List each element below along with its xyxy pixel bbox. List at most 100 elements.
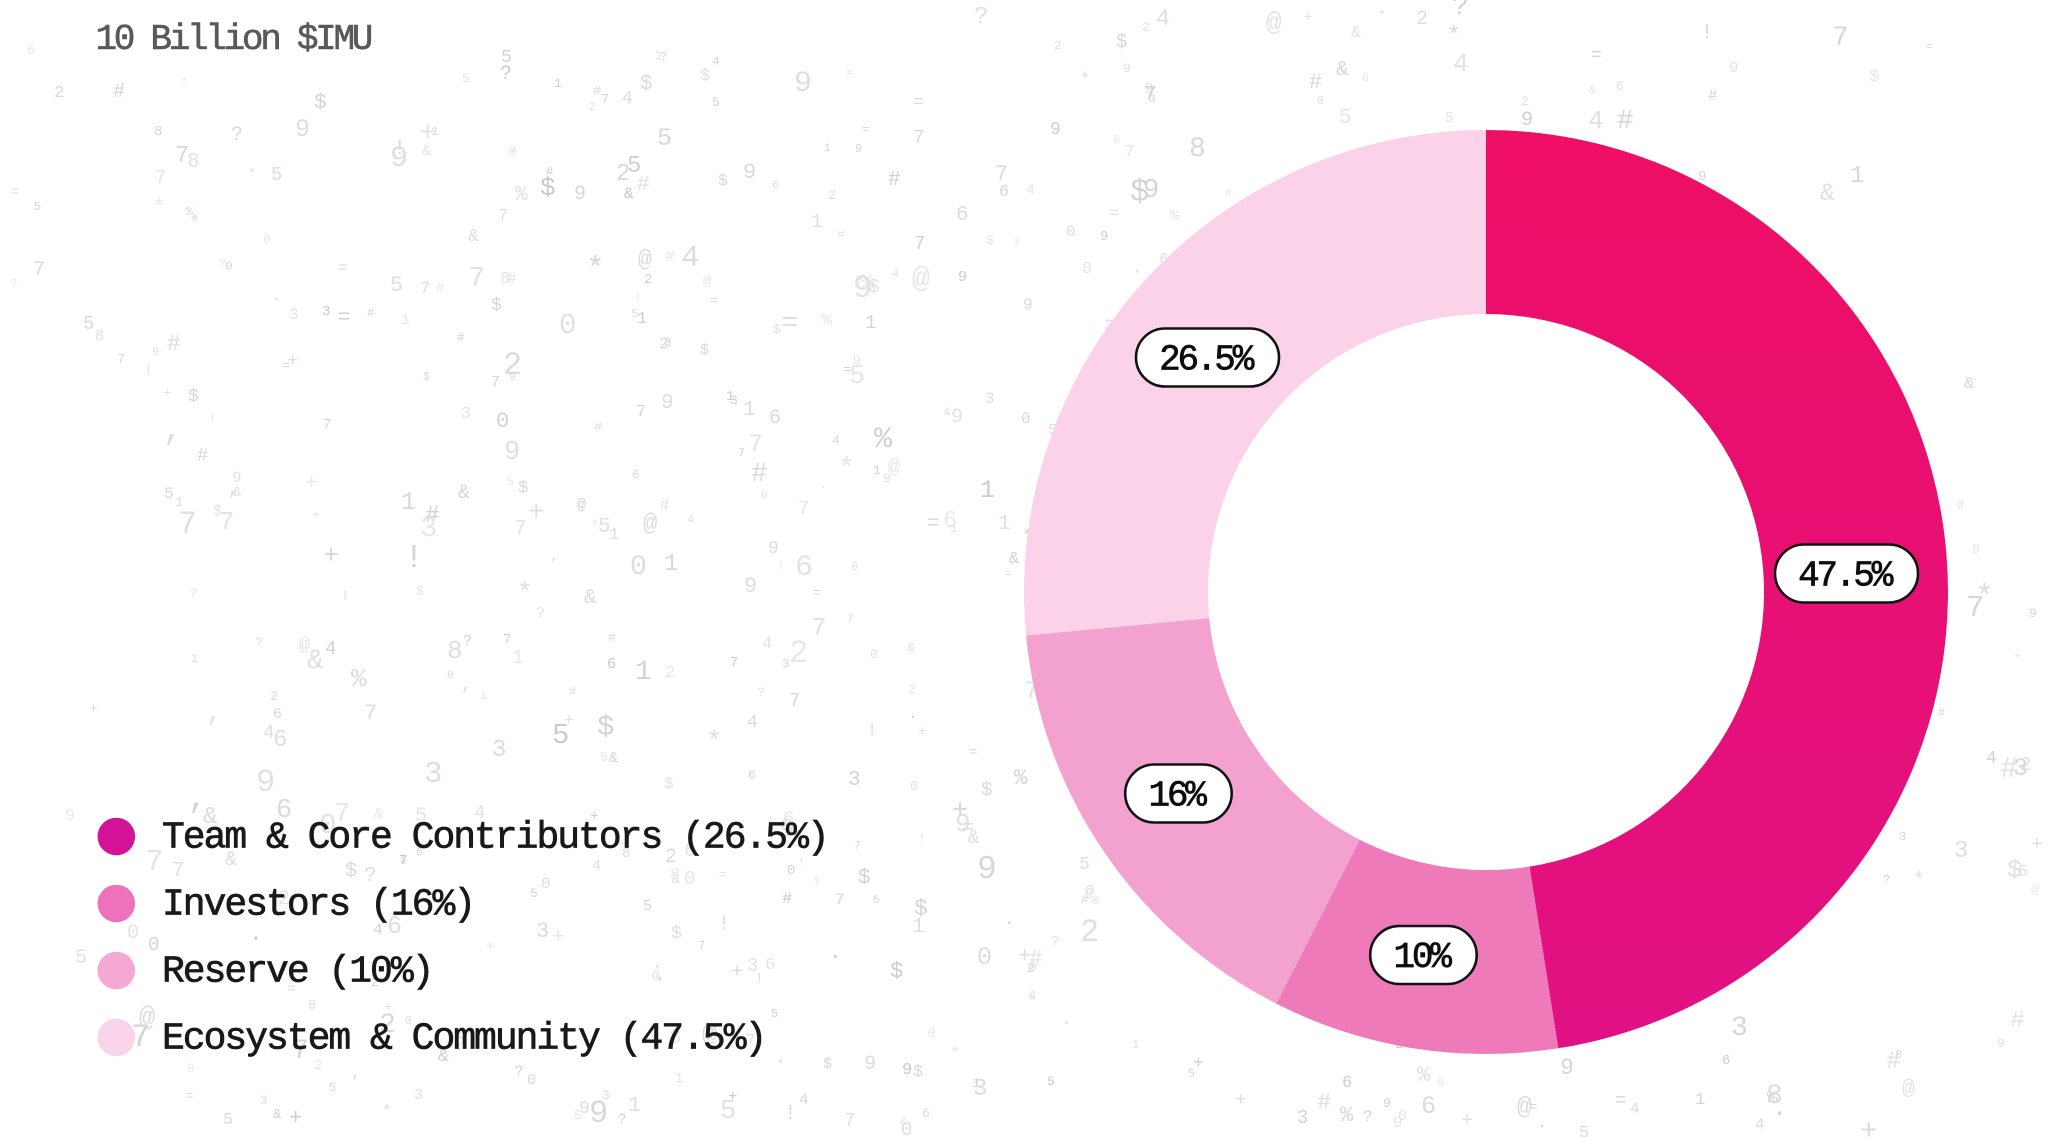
svg-text:1: 1 [912, 916, 925, 939]
svg-text:&: & [1336, 59, 1349, 82]
svg-text:0: 0 [761, 490, 768, 502]
svg-text:0: 0 [1317, 96, 1324, 108]
svg-text:9: 9 [977, 851, 997, 888]
svg-text:2: 2 [2020, 754, 2031, 776]
svg-text:7: 7 [1144, 84, 1157, 107]
svg-text:=: = [710, 293, 718, 308]
svg-text:0: 0 [977, 943, 992, 972]
svg-text:6: 6 [1616, 79, 1624, 94]
svg-text:7: 7 [145, 845, 164, 880]
svg-text:?: ? [514, 1063, 524, 1081]
svg-text:?: ? [660, 50, 667, 64]
svg-text:3: 3 [424, 757, 443, 792]
svg-text:5: 5 [1048, 422, 1057, 439]
svg-text:$: $ [890, 959, 903, 984]
svg-text:=: = [913, 93, 924, 113]
svg-text:1: 1 [191, 652, 198, 666]
svg-text:6: 6 [1722, 1053, 1730, 1069]
svg-text:+: + [1461, 1110, 1473, 1133]
svg-text:&: & [203, 804, 217, 831]
svg-text:@: @ [638, 247, 652, 273]
svg-text:9: 9 [883, 471, 891, 486]
svg-text:9: 9 [187, 1061, 195, 1076]
svg-text:!: ! [784, 1103, 797, 1126]
svg-text:+: + [383, 1100, 391, 1115]
svg-text:.: . [1060, 1008, 1073, 1031]
svg-text:!: ! [144, 363, 153, 380]
svg-text:1: 1 [175, 495, 183, 511]
svg-text:0: 0 [910, 779, 918, 795]
svg-text:1: 1 [675, 1071, 683, 1087]
svg-text:7: 7 [334, 800, 350, 830]
svg-text:3: 3 [602, 1088, 610, 1103]
svg-text:&: & [1351, 24, 1361, 43]
svg-text:*: * [1134, 269, 1141, 281]
svg-text:7: 7 [747, 1032, 755, 1048]
svg-text:,: , [655, 958, 662, 970]
svg-text:!: ! [341, 589, 349, 605]
svg-text:+: + [951, 1042, 959, 1057]
svg-text:&: & [233, 485, 242, 501]
svg-text:2: 2 [589, 102, 596, 114]
svg-text:8: 8 [622, 846, 630, 862]
svg-text:0: 0 [1895, 1048, 1902, 1062]
svg-text:1: 1 [726, 389, 734, 405]
svg-text:4: 4 [592, 858, 601, 875]
svg-text:8: 8 [1189, 134, 1206, 165]
svg-text:+: + [163, 386, 171, 402]
svg-text:!: ! [1701, 22, 1713, 45]
svg-text:2: 2 [908, 682, 916, 697]
svg-text:#: # [751, 459, 768, 490]
svg-text:#: # [593, 84, 601, 100]
svg-text:4: 4 [1156, 6, 1170, 32]
svg-text:$: $ [423, 370, 430, 384]
svg-text:6: 6 [1362, 71, 1369, 85]
svg-text:6: 6 [273, 706, 282, 723]
svg-text:+: + [1018, 944, 1031, 969]
svg-text:9: 9 [504, 438, 520, 468]
svg-text:?: ? [219, 259, 226, 271]
svg-text:7: 7 [364, 701, 377, 726]
svg-text:5: 5 [598, 516, 611, 539]
svg-text:1: 1 [554, 76, 562, 91]
svg-text:6: 6 [1421, 1092, 1436, 1121]
svg-text:=: = [338, 307, 351, 330]
svg-text:&: & [1029, 989, 1036, 1003]
svg-text:1: 1 [998, 513, 1011, 536]
svg-text:&: & [1589, 83, 1596, 97]
svg-text:0: 0 [509, 145, 516, 159]
svg-text:2: 2 [789, 635, 808, 672]
svg-text:&: & [968, 827, 979, 849]
svg-text:3: 3 [1954, 838, 1968, 865]
svg-text:8: 8 [95, 328, 104, 345]
svg-text:2: 2 [270, 689, 278, 704]
svg-text:4: 4 [1588, 106, 1604, 136]
svg-text:7: 7 [1013, 238, 1020, 250]
svg-text:$: $ [671, 924, 682, 944]
svg-text:7: 7 [995, 162, 1008, 187]
svg-text:#: # [457, 330, 465, 345]
svg-text:@: @ [1957, 500, 1964, 512]
svg-text:$: $ [981, 779, 992, 801]
svg-text:$: $ [1116, 31, 1127, 53]
svg-text:1: 1 [873, 463, 881, 478]
svg-text:5: 5 [223, 1111, 233, 1130]
svg-text:?: ? [536, 605, 545, 622]
svg-text:5: 5 [530, 886, 538, 901]
svg-text:9: 9 [232, 469, 242, 487]
svg-text:1: 1 [609, 526, 619, 545]
svg-text:#: # [367, 306, 374, 320]
svg-text:=: = [1615, 1090, 1626, 1112]
svg-text:5: 5 [600, 750, 608, 765]
svg-text:1: 1 [950, 522, 957, 536]
svg-text:@: @ [299, 636, 310, 656]
svg-text:5: 5 [873, 895, 880, 907]
svg-text:$: $ [400, 855, 407, 867]
svg-text:5: 5 [2018, 863, 2028, 882]
svg-text:7: 7 [1966, 591, 1985, 626]
svg-text:$: $ [213, 503, 222, 520]
svg-text:7: 7 [730, 655, 738, 671]
svg-text:7: 7 [811, 613, 827, 643]
svg-text:4: 4 [687, 513, 694, 527]
svg-text:#: # [569, 684, 577, 699]
